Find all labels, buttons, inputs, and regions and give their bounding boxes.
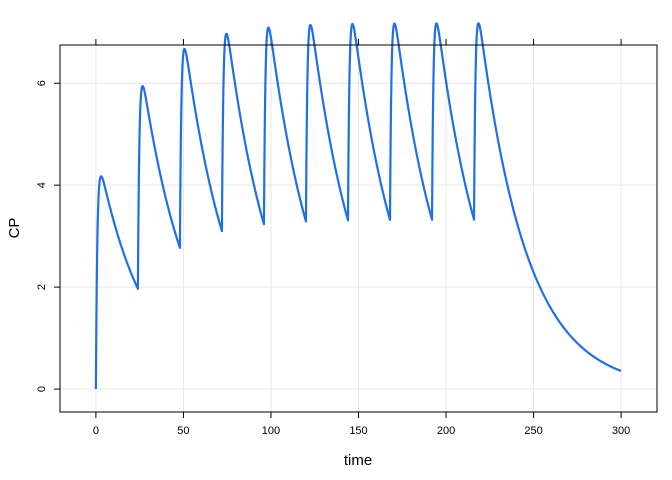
- y-tick-label: 4: [36, 182, 48, 188]
- x-tick-label: 100: [262, 425, 280, 437]
- cp-series-line: [94, 22, 623, 390]
- x-tick-label: 150: [349, 425, 367, 437]
- x-tick-label: 0: [93, 425, 99, 437]
- x-tick-label: 200: [437, 425, 455, 437]
- y-tick-label: 6: [36, 80, 48, 86]
- axis-ticks: [54, 39, 622, 418]
- x-tick-label: 250: [524, 425, 542, 437]
- x-tick-label: 300: [612, 425, 630, 437]
- y-axis-title: CP: [6, 218, 23, 239]
- series-lines: [94, 22, 623, 390]
- grid: [60, 45, 657, 412]
- x-tick-label: 50: [177, 425, 189, 437]
- y-tick-label: 0: [36, 386, 48, 392]
- y-tick-label: 2: [36, 284, 48, 290]
- x-axis-title: time: [344, 452, 372, 469]
- tick-labels: 0 50 100 150 200 250 300 0 2 4 6: [36, 80, 630, 437]
- plot-panel: [59, 44, 658, 413]
